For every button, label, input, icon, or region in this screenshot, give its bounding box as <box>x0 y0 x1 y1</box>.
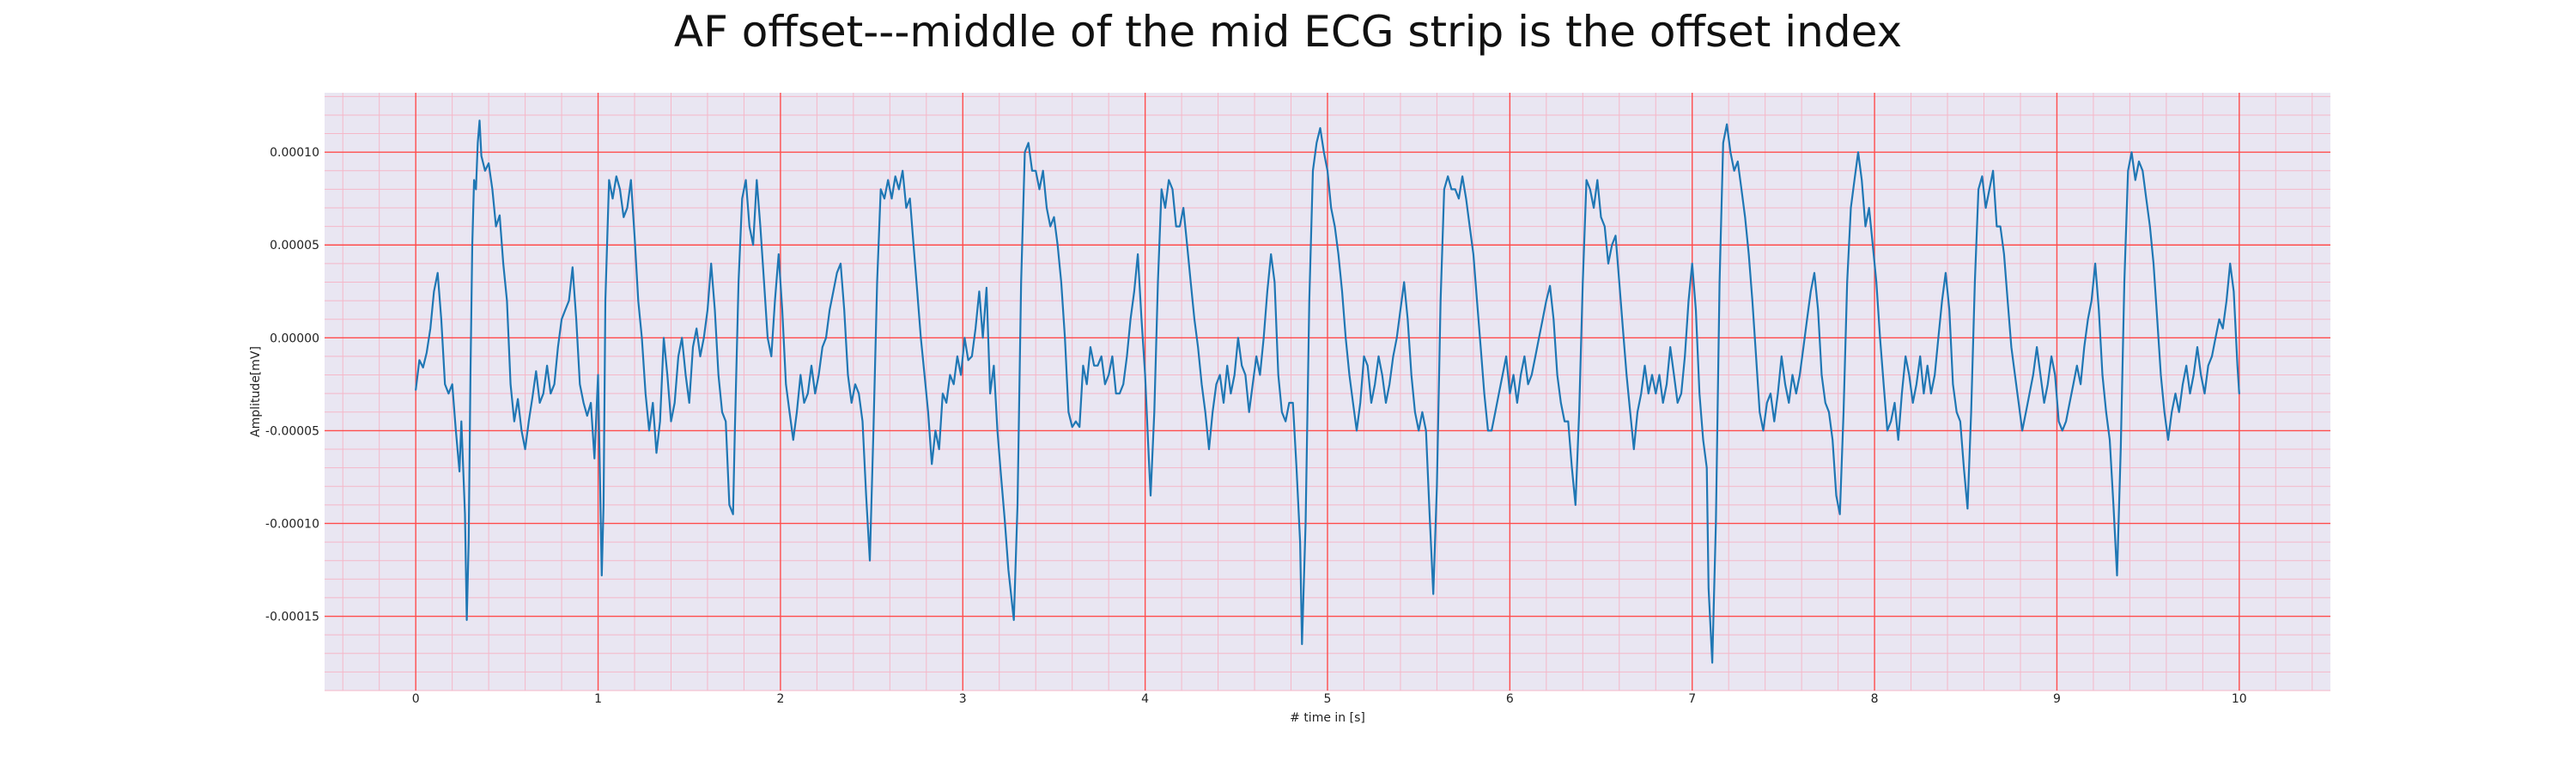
y-tick-label: -0.00015 <box>265 611 319 624</box>
x-tick-label: 6 <box>1506 692 1514 706</box>
y-tick-label: 0.00010 <box>270 146 319 160</box>
x-tick-label: 0 <box>412 692 420 706</box>
x-tick-label: 10 <box>2232 692 2247 706</box>
y-tick-label: 0.00005 <box>270 239 319 253</box>
chart-title: AF offset---middle of the mid ECG strip … <box>673 7 1903 57</box>
x-tick-label: 7 <box>1688 692 1696 706</box>
x-tick-label: 4 <box>1141 692 1149 706</box>
x-tick-label: 1 <box>594 692 602 706</box>
y-tick-label: -0.00005 <box>265 424 319 438</box>
x-axis-label: # time in [s] <box>1290 711 1365 725</box>
x-tick-label: 5 <box>1324 692 1332 706</box>
y-axis-ticks: -0.00015 -0.00010 -0.00005 0.00000 0.00005 0.… <box>265 146 319 624</box>
y-axis-label: Amplitude[mV] <box>249 346 263 437</box>
x-tick-label: 9 <box>2053 692 2061 706</box>
x-tick-label: 8 <box>1871 692 1879 706</box>
ecg-signal-line <box>415 119 2240 664</box>
x-axis-ticks: 0 1 2 3 4 5 6 7 8 9 10 <box>412 692 2247 706</box>
x-tick-label: 3 <box>959 692 967 706</box>
x-tick-label: 2 <box>776 692 784 706</box>
y-tick-label: 0.00000 <box>270 332 319 345</box>
y-tick-label: -0.00010 <box>265 517 319 531</box>
plot-area <box>325 93 2330 691</box>
